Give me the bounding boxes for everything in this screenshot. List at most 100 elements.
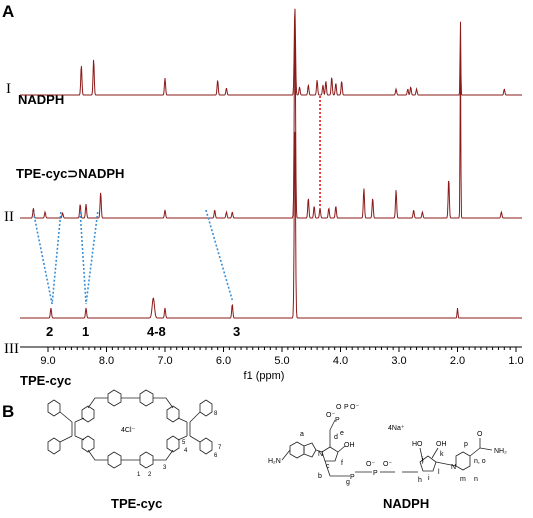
panel-a-letter: A bbox=[2, 2, 14, 21]
letter-n: n bbox=[474, 476, 478, 483]
atom-o-amide: O bbox=[477, 431, 483, 438]
pyridine-ring bbox=[455, 451, 471, 471]
tpe-atom-numbers: 1 2 3 4 5 6 7 8 bbox=[137, 411, 222, 478]
atom-o-minus-left: O⁻ bbox=[326, 412, 335, 419]
peak-label-4-8: 4-8 bbox=[147, 324, 166, 339]
phenyl-ring bbox=[47, 437, 61, 455]
atom-oh-ribose1: OH bbox=[344, 442, 355, 449]
trace-tpe-cyc: III TPE-cyc bbox=[4, 131, 522, 388]
axis-tick-label: 4.0 bbox=[333, 355, 348, 367]
letter-d: d bbox=[334, 434, 338, 441]
atom-number-6: 6 bbox=[214, 453, 218, 459]
tpe-cyc-structure bbox=[47, 389, 213, 469]
atom-h2n: H₂N bbox=[268, 458, 281, 465]
atom-n-imidazole: N bbox=[318, 451, 323, 458]
atom-p-top: P bbox=[344, 404, 349, 411]
atom-number-2: 2 bbox=[148, 472, 152, 478]
atom-p-chain-2: P bbox=[373, 470, 378, 477]
phenyl-ring bbox=[166, 435, 180, 453]
atom-o-minus-top: O⁻ bbox=[350, 404, 359, 411]
axis-tick-label: 8.0 bbox=[99, 355, 114, 367]
axis-tick-label: 2.0 bbox=[450, 355, 465, 367]
nadph-position-letters: a b c d e f g h i j k l m n n, o p bbox=[300, 430, 486, 486]
axis-tick-label: 7.0 bbox=[157, 355, 172, 367]
spectrum-line-nadph bbox=[20, 8, 522, 96]
phenyl-ring bbox=[81, 435, 95, 453]
trace-name-nadph: NADPH bbox=[18, 92, 64, 107]
axis-tick-label: 6.0 bbox=[216, 355, 231, 367]
atom-number-4: 4 bbox=[184, 448, 188, 454]
ribose-ring bbox=[419, 455, 437, 472]
letter-k: k bbox=[440, 451, 444, 458]
pyridinium-ring bbox=[139, 389, 154, 407]
axis-tick-label: 5.0 bbox=[274, 355, 289, 367]
ribose-ring bbox=[321, 446, 339, 462]
letter-g: g bbox=[346, 479, 350, 486]
peak-label-3: 3 bbox=[233, 324, 240, 339]
tpe-cyc-name: TPE-cyc bbox=[111, 496, 162, 511]
atom-o-top: O bbox=[336, 404, 342, 411]
nadph-atom-labels: H₂N NH₂ O O P O⁻ O⁻ P OH P P O⁻ O⁻ HO OH… bbox=[268, 404, 507, 481]
phenyl-ring bbox=[199, 437, 213, 455]
peak-correlation-lines bbox=[32, 96, 321, 305]
roman-numeral-2: II bbox=[4, 209, 14, 225]
nadph-structure bbox=[281, 419, 493, 477]
letter-f: f bbox=[341, 460, 343, 467]
axis-tick-label: 3.0 bbox=[391, 355, 406, 367]
adenine-ring bbox=[289, 441, 305, 459]
peak-label-1: 1 bbox=[82, 324, 89, 339]
phenyl-ring bbox=[166, 405, 180, 423]
phenyl-ring bbox=[199, 399, 213, 417]
tpe-counterion: 4Cl⁻ bbox=[121, 427, 136, 434]
axis-label: f1 (ppm) bbox=[244, 370, 285, 382]
pyridinium-ring bbox=[139, 451, 154, 469]
panel-b-letter: B bbox=[2, 402, 14, 421]
imidazole-ring bbox=[303, 442, 317, 458]
trace-nadph: NADPH I bbox=[6, 8, 522, 107]
correlation-line bbox=[51, 211, 62, 305]
axis-tick-label: 1.0 bbox=[508, 355, 523, 367]
letter-m: m bbox=[460, 476, 466, 483]
trace-name-complex: TPE-cyc⊃NADPH bbox=[16, 166, 124, 181]
letter-p: p bbox=[464, 441, 468, 448]
atom-p-chain-1: P bbox=[350, 474, 355, 481]
correlation-line bbox=[85, 211, 99, 305]
axis-ticks: 9.0 8.0 7.0 6.0 5.0 4.0 3.0 2.0 1.0 bbox=[40, 347, 524, 367]
atom-number-1: 1 bbox=[137, 472, 141, 478]
letter-l: l bbox=[438, 469, 440, 476]
letter-a: a bbox=[300, 431, 304, 438]
letter-c: c bbox=[326, 463, 330, 470]
letter-b: b bbox=[318, 473, 322, 480]
atom-number-7: 7 bbox=[218, 445, 222, 451]
phenyl-ring bbox=[81, 405, 95, 423]
letter-j: j bbox=[421, 457, 424, 464]
atom-number-3: 3 bbox=[163, 465, 167, 471]
spectrum-line-tpe-cyc bbox=[20, 131, 522, 319]
atom-n-pyridine: N bbox=[451, 464, 456, 471]
axis-tick-label: 9.0 bbox=[40, 355, 55, 367]
atom-number-8: 8 bbox=[214, 411, 218, 417]
spectrum-line-complex bbox=[20, 22, 522, 219]
trace-complex: TPE-cyc⊃NADPH II bbox=[4, 22, 522, 225]
atom-oh-ribose2: OH bbox=[436, 441, 447, 448]
correlation-line bbox=[32, 211, 53, 305]
atom-ho-ribose2: HO bbox=[412, 441, 423, 448]
letter-h: h bbox=[418, 477, 422, 484]
pyridinium-ring bbox=[107, 389, 122, 407]
atom-nh2: NH₂ bbox=[494, 448, 507, 455]
atom-o-minus-chain-2: O⁻ bbox=[366, 461, 375, 468]
nadph-counterion: 4Na⁺ bbox=[388, 425, 405, 432]
atom-number-5: 5 bbox=[182, 440, 186, 446]
letter-n-o: n, o bbox=[474, 458, 486, 465]
atom-p-mid: P bbox=[335, 417, 340, 424]
correlation-line bbox=[205, 209, 234, 301]
letter-i: i bbox=[428, 475, 430, 482]
roman-numeral-3: III bbox=[4, 341, 19, 357]
letter-e: e bbox=[340, 430, 344, 437]
atom-o-minus-chain-1: O⁻ bbox=[383, 461, 392, 468]
correlation-line bbox=[79, 211, 87, 305]
nadph-name: NADPH bbox=[383, 496, 429, 511]
pyridinium-ring bbox=[107, 451, 122, 469]
roman-numeral-1: I bbox=[6, 81, 11, 97]
